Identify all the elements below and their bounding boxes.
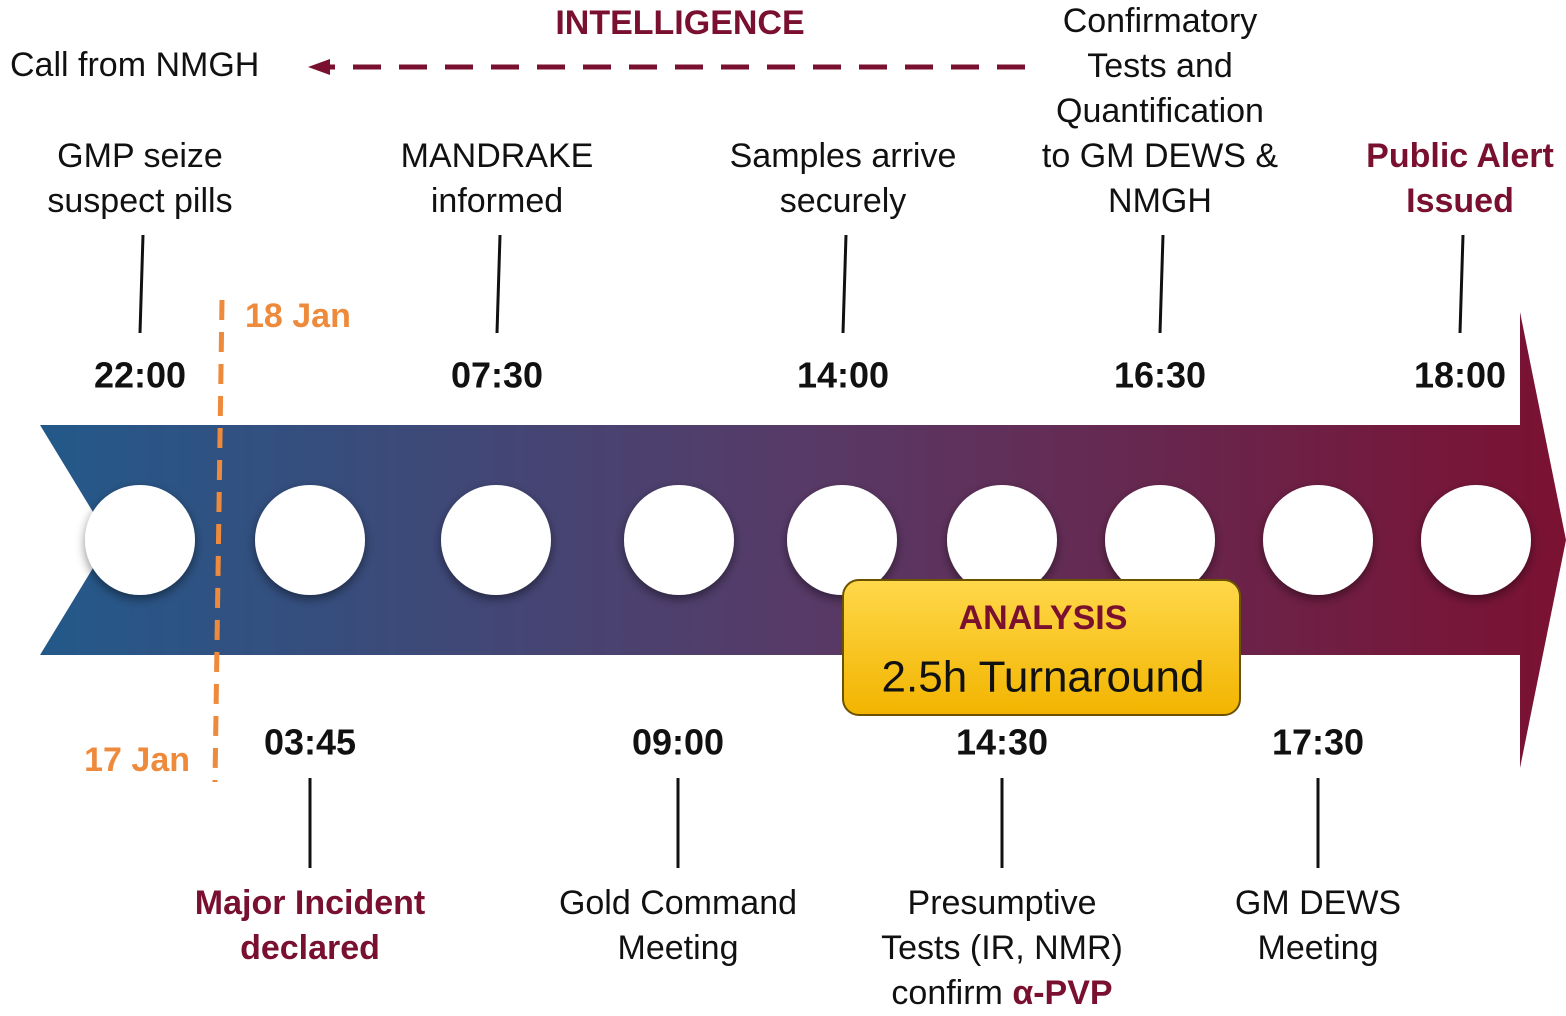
event-time: 16:30 [1114, 355, 1206, 396]
event-time: 09:00 [632, 722, 724, 763]
event-label: MANDRAKE [401, 137, 594, 175]
event-label: Major Incident [195, 884, 425, 922]
date-divider [215, 300, 222, 782]
connector [1160, 235, 1163, 333]
call-label: Call from NMGH [10, 46, 259, 84]
event-label-space [1003, 974, 1012, 1012]
milestone-dot [624, 485, 734, 595]
event-label: GMP seize [57, 137, 223, 175]
event-time: 17:30 [1272, 722, 1364, 763]
timeline: 18 Jan 17 Jan INTELLIGENCE Call from NMG… [0, 0, 1566, 1016]
event-label: informed [431, 182, 563, 220]
event-label: Gold Command [559, 884, 797, 922]
event-time: 14:30 [956, 722, 1048, 763]
event-label: Meeting [618, 929, 739, 967]
analysis-subtitle: 2.5h Turnaround [882, 653, 1205, 702]
event-label: GM DEWS [1235, 884, 1401, 922]
event-label: Presumptive [908, 884, 1097, 922]
arrow-head [308, 59, 330, 75]
event-label: suspect pills [47, 182, 232, 220]
milestone-dot [1421, 485, 1531, 595]
event-label: Public Alert [1366, 137, 1554, 175]
date-label: 17 Jan [84, 741, 190, 779]
event-time: 14:00 [797, 355, 889, 396]
event-emphasis: α-PVP [1012, 974, 1112, 1012]
event-label: Tests and [1087, 47, 1233, 85]
milestone-dot [1263, 485, 1373, 595]
event-label: Issued [1406, 182, 1514, 220]
milestone-dot [85, 485, 195, 595]
event-label: declared [240, 929, 380, 967]
event-label: Quantification [1056, 92, 1264, 130]
milestone-dot [255, 485, 365, 595]
event-time: 07:30 [451, 355, 543, 396]
event-time: 03:45 [264, 722, 356, 763]
event-label: to GM DEWS & [1042, 137, 1278, 175]
event-label: Meeting [1258, 929, 1379, 967]
milestone-dot [1105, 485, 1215, 595]
date-label: 18 Jan [245, 297, 351, 335]
event-time: 22:00 [94, 355, 186, 396]
event-label: Confirmatory [1063, 2, 1258, 40]
milestones [85, 485, 1531, 595]
milestone-dot [947, 485, 1057, 595]
event-label: securely [780, 182, 907, 220]
connector [140, 235, 143, 333]
connector [843, 235, 846, 333]
milestone-dot [441, 485, 551, 595]
intelligence-title: INTELLIGENCE [555, 4, 804, 42]
connector [1460, 235, 1463, 333]
milestone-dot [787, 485, 897, 595]
event-label: confirm α-PVP [891, 974, 1112, 1012]
event-label: NMGH [1108, 182, 1212, 220]
event-time: 18:00 [1414, 355, 1506, 396]
event-label-part: confirm [891, 974, 1002, 1012]
analysis-title: ANALYSIS [959, 599, 1128, 637]
event-label: Samples arrive [730, 137, 957, 175]
connector [497, 235, 500, 333]
event-label: Tests (IR, NMR) [881, 929, 1123, 967]
